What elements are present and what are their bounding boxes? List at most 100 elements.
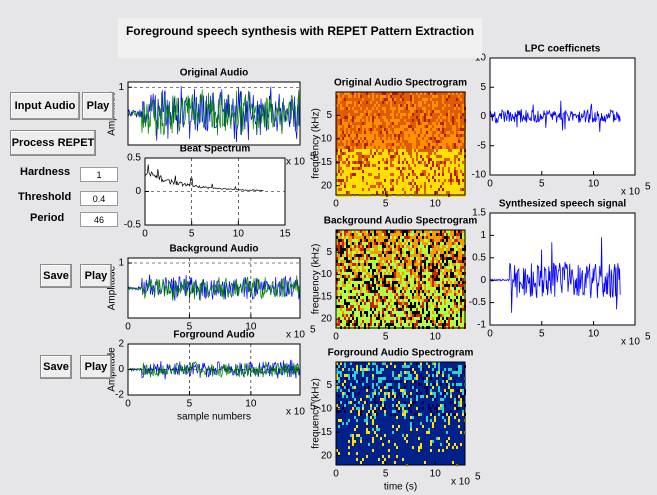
spectrogram-cell [436, 104, 438, 107]
spectrogram-cell [378, 281, 380, 284]
input-audio-button[interactable]: Input Audio [10, 92, 80, 120]
play-button[interactable]: Play [80, 355, 112, 379]
spectrogram-cell [428, 113, 430, 116]
spectrogram-cell [384, 404, 386, 407]
spectrogram-cell [404, 149, 406, 152]
spectrogram-cell [406, 296, 408, 299]
spectrogram-cell [462, 317, 464, 320]
spectrogram-cell [440, 119, 442, 122]
spectrogram-cell [380, 320, 382, 323]
spectrogram-cell [348, 188, 350, 191]
spectrogram-cell [344, 317, 346, 320]
x-tick-label: 0 [487, 179, 493, 190]
spectrogram-cell [374, 260, 376, 263]
spectrogram-cell [436, 251, 438, 254]
spectrogram-cell [458, 155, 460, 158]
spectrogram-cell [360, 440, 362, 443]
threshold-input[interactable]: 0.4 [80, 191, 118, 206]
spectrogram-cell [400, 314, 402, 317]
spectrogram-cell [414, 134, 416, 137]
spectrogram-cell [372, 173, 374, 176]
spectrogram-cell [416, 179, 418, 182]
spectrogram-cell [440, 314, 442, 317]
spectrogram-cell [358, 179, 360, 182]
spectrogram-cell [352, 257, 354, 260]
period-label: Period [30, 212, 64, 224]
save-button[interactable]: Save [40, 355, 72, 379]
spectrogram-cell [448, 320, 450, 323]
spectrogram-cell [460, 371, 462, 374]
spectrogram-cell [446, 167, 448, 170]
spectrogram-cell [438, 233, 440, 236]
spectrogram-cell [342, 122, 344, 125]
spectrogram-cell [454, 125, 456, 128]
spectrogram-cell [346, 101, 348, 104]
spectrogram-cell [428, 131, 430, 134]
spectrogram-cell [406, 434, 408, 437]
spectrogram-cell [360, 182, 362, 185]
spectrogram-cell [456, 413, 458, 416]
spectrogram-cell [358, 290, 360, 293]
spectrogram-cell [374, 320, 376, 323]
play-button[interactable]: Play [80, 264, 112, 288]
spectrogram-cell [396, 242, 398, 245]
spectrogram-cell [462, 272, 464, 275]
spectrogram-cell [396, 128, 398, 131]
spectrogram-cell [462, 173, 464, 176]
spectrogram-cell [426, 122, 428, 125]
spectrogram-cell [456, 398, 458, 401]
x-tick-label: 0 [333, 469, 339, 480]
spectrogram-cell [372, 152, 374, 155]
spectrogram-cell [354, 386, 356, 389]
spectrogram-cell [402, 242, 404, 245]
spectrogram-cell [400, 311, 402, 314]
spectrogram-cell [342, 176, 344, 179]
spectrogram-cell [458, 407, 460, 410]
spectrogram-cell [406, 440, 408, 443]
spectrogram-cell [430, 113, 432, 116]
spectrogram-cell [342, 158, 344, 161]
spectrogram-cell [410, 404, 412, 407]
spectrogram-cell [392, 323, 394, 326]
spectrogram-cell [388, 149, 390, 152]
save-button[interactable]: Save [40, 264, 72, 288]
spectrogram-cell [348, 257, 350, 260]
spectrogram-cell [370, 191, 372, 194]
spectrogram-cell [344, 251, 346, 254]
spectrogram-cell [354, 323, 356, 326]
spectrogram-cell [416, 395, 418, 398]
period-input[interactable]: 46 [80, 212, 118, 227]
spectrogram-cell [436, 302, 438, 305]
spectrogram-cell [446, 140, 448, 143]
spectrogram-cell [342, 239, 344, 242]
hardness-input[interactable]: 1 [80, 167, 118, 182]
spectrogram-cell [406, 305, 408, 308]
spectrogram-cell [392, 125, 394, 128]
spectrogram-cell [374, 284, 376, 287]
spectrogram-cell [392, 392, 394, 395]
spectrogram-cell [432, 395, 434, 398]
spectrogram-cell [410, 125, 412, 128]
x-multiplier-exponent: 5 [645, 332, 651, 343]
spectrogram-cell [458, 149, 460, 152]
spectrogram-cell [430, 146, 432, 149]
spectrogram-cell [422, 395, 424, 398]
spectrogram-cell [460, 323, 462, 326]
spectrogram-cell [418, 311, 420, 314]
spectrogram-cell [398, 164, 400, 167]
spectrogram-cell [450, 287, 452, 290]
spectrogram-cell [384, 164, 386, 167]
spectrogram-cell [368, 167, 370, 170]
spectrogram-cell [388, 320, 390, 323]
process-button[interactable]: Process REPET [10, 130, 96, 156]
y-tick-label: 0 [480, 275, 486, 286]
spectrogram-cell [370, 287, 372, 290]
spectrogram-cell [454, 170, 456, 173]
x-multiplier: x 10 [621, 187, 640, 198]
spectrogram-cell [428, 263, 430, 266]
spectrogram-cell [368, 299, 370, 302]
spectrogram-cell [340, 266, 342, 269]
spectrogram-cell [446, 299, 448, 302]
play-button[interactable]: Play [82, 92, 114, 120]
